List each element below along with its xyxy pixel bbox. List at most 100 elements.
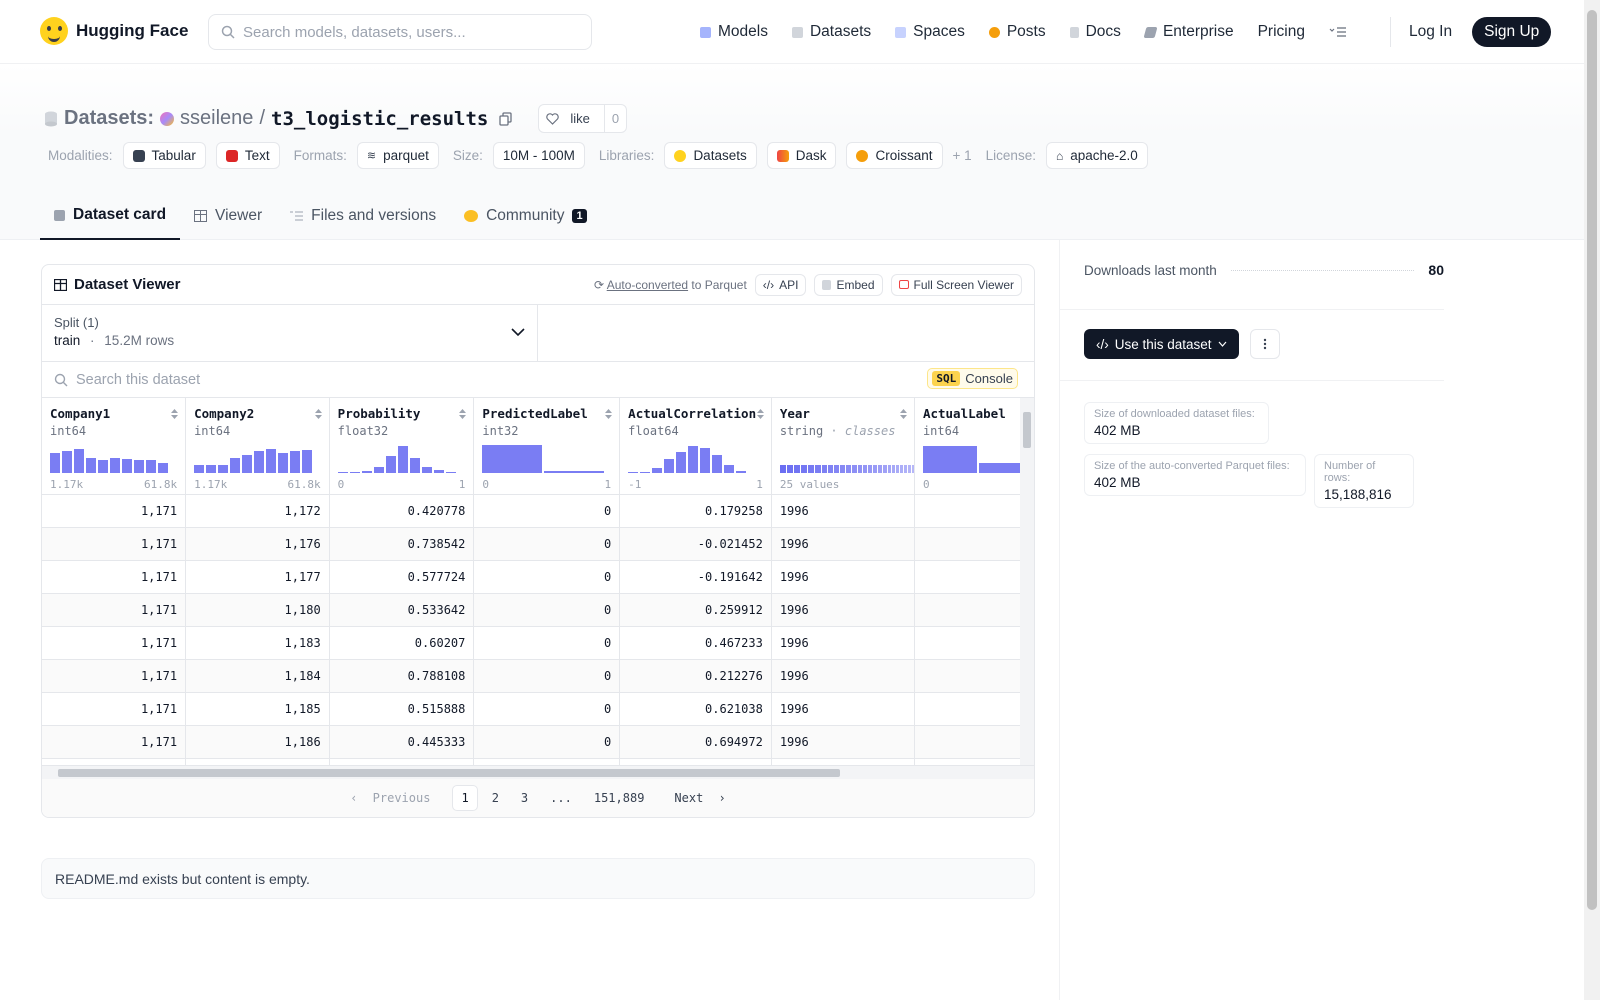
table-row[interactable]: 1,171 1,176 0.738542 0 -0.021452 1996: [42, 527, 1034, 561]
page-1-button[interactable]: 1: [452, 785, 478, 811]
table-row[interactable]: 1,171 1,172 0.420778 0 0.179258 1996: [42, 494, 1034, 528]
table-cell-actuallabel[interactable]: [914, 659, 1034, 693]
horizontal-scrollbar[interactable]: [42, 765, 1034, 779]
table-cell-actualcorrelation[interactable]: 0.259912: [619, 593, 772, 627]
table-row[interactable]: 1,171 1,186 0.445333 0 0.694972 1996: [42, 725, 1034, 759]
table-cell-company1[interactable]: 1,171: [42, 527, 187, 561]
table-cell-predictedlabel[interactable]: 0: [473, 692, 621, 726]
datasets-breadcrumb-label[interactable]: Datasets:: [64, 107, 155, 129]
table-cell-company2[interactable]: 1,184: [185, 659, 330, 693]
tag-text[interactable]: Text: [215, 142, 280, 169]
table-cell-actualcorrelation[interactable]: -0.021452: [619, 527, 772, 561]
sort-icon[interactable]: [314, 408, 323, 420]
table-cell-probability[interactable]: 0.788108: [329, 659, 475, 693]
table-cell-predictedlabel[interactable]: 0: [473, 494, 621, 528]
table-cell-company2[interactable]: 1,183: [185, 626, 330, 660]
page-2-button[interactable]: 2: [491, 791, 499, 805]
tag-size[interactable]: 10M - 100M: [492, 142, 585, 169]
table-cell-probability[interactable]: 0.60207: [329, 626, 475, 660]
table-cell-year[interactable]: 1996: [771, 692, 915, 726]
full-screen-viewer-button[interactable]: Full Screen Viewer: [890, 273, 1022, 296]
tag-lib-croissant[interactable]: Croissant: [846, 142, 943, 169]
table-cell-actualcorrelation[interactable]: 0.212276: [619, 659, 772, 693]
api-button[interactable]: ‹/› API: [754, 273, 807, 296]
table-cell-probability[interactable]: 0.533642: [329, 593, 475, 627]
table-cell-predictedlabel[interactable]: 0: [473, 593, 621, 627]
table-row[interactable]: 1,171 1,180 0.533642 0 0.259912 1996: [42, 593, 1034, 627]
column-header-actuallabel[interactable]: ActualLabel int64 0: [914, 398, 1034, 495]
dataset-search-input[interactable]: Search this dataset: [76, 371, 201, 388]
column-header-year[interactable]: Year string · classes 25 values: [771, 398, 915, 495]
sql-console-button[interactable]: SQL Console: [927, 368, 1018, 389]
table-cell-probability[interactable]: 0.420778: [329, 494, 475, 528]
table-cell-actuallabel[interactable]: [914, 527, 1034, 561]
page-scrollbar[interactable]: [1584, 0, 1600, 1000]
split-selector[interactable]: Split (1) train · 15.2M rows: [42, 305, 538, 361]
horizontal-scrollbar-thumb[interactable]: [58, 769, 840, 777]
table-cell-year[interactable]: 1996: [771, 593, 915, 627]
column-histogram[interactable]: [628, 443, 747, 473]
sort-icon[interactable]: [756, 408, 765, 420]
auto-converted-link[interactable]: Auto-converted: [606, 277, 689, 292]
table-cell-company1[interactable]: 1,171: [42, 692, 187, 726]
nav-spaces[interactable]: Spaces: [895, 23, 965, 41]
table-cell-actuallabel[interactable]: [914, 560, 1034, 594]
table-cell-predictedlabel[interactable]: 0: [473, 626, 621, 660]
table-cell-predictedlabel[interactable]: 0: [473, 560, 621, 594]
table-cell-company2[interactable]: 1,185: [185, 692, 330, 726]
sort-icon[interactable]: [899, 408, 908, 420]
table-cell-year[interactable]: 1996: [771, 494, 915, 528]
nav-models[interactable]: Models: [700, 23, 768, 41]
nav-datasets[interactable]: Datasets: [791, 23, 871, 41]
tag-parquet[interactable]: ≋ parquet: [356, 142, 439, 169]
global-search-input[interactable]: Search models, datasets, users...: [208, 14, 592, 50]
previous-page-button[interactable]: ‹ Previous: [342, 786, 446, 810]
tag-tabular[interactable]: Tabular: [122, 142, 206, 169]
owner-link[interactable]: sseilene: [180, 107, 254, 129]
table-cell-actuallabel[interactable]: [914, 692, 1034, 726]
table-cell-actualcorrelation[interactable]: 0.467233: [619, 626, 772, 660]
nav-enterprise[interactable]: Enterprise: [1143, 23, 1234, 41]
column-histogram[interactable]: [50, 443, 168, 473]
table-cell-company1[interactable]: 1,171: [42, 659, 187, 693]
column-header-actualcorrelation[interactable]: ActualCorrelation float64 -1 1: [619, 398, 772, 495]
table-row[interactable]: 1,171 1,184 0.788108 0 0.212276 1996: [42, 659, 1034, 693]
nav-posts[interactable]: Posts: [988, 23, 1046, 41]
column-header-predictedlabel[interactable]: PredictedLabel int32 0 1: [473, 398, 621, 495]
table-cell-probability[interactable]: 0.577724: [329, 560, 475, 594]
libraries-more[interactable]: + 1: [952, 148, 972, 163]
vertical-scrollbar[interactable]: [1020, 398, 1034, 774]
column-histogram[interactable]: [922, 443, 1033, 473]
column-histogram[interactable]: [779, 443, 914, 473]
table-row[interactable]: 1,171 1,177 0.577724 0 -0.191642 1996: [42, 560, 1034, 594]
table-row[interactable]: 1,171 1,185 0.515888 0 0.621038 1996: [42, 692, 1034, 726]
table-cell-year[interactable]: 1996: [771, 560, 915, 594]
page-3-button[interactable]: 3: [520, 791, 529, 805]
table-cell-predictedlabel[interactable]: 0: [473, 659, 621, 693]
table-cell-company2[interactable]: 1,176: [185, 527, 330, 561]
tab-dataset-card[interactable]: Dataset card: [40, 192, 181, 240]
like-button[interactable]: like 0: [538, 104, 628, 133]
sort-icon[interactable]: [170, 408, 179, 420]
login-link[interactable]: Log In: [1390, 17, 1452, 47]
table-cell-company2[interactable]: 1,177: [185, 560, 330, 594]
table-cell-probability[interactable]: 0.738542: [329, 527, 475, 561]
signup-button[interactable]: Sign Up: [1472, 17, 1552, 47]
tab-viewer[interactable]: Viewer: [180, 192, 276, 240]
more-options-button[interactable]: [1250, 329, 1280, 359]
table-cell-actualcorrelation[interactable]: 0.694972: [619, 725, 772, 759]
table-row[interactable]: 1,171 1,183 0.60207 0 0.467233 1996: [42, 626, 1034, 660]
tag-license[interactable]: ⌂ apache-2.0: [1045, 142, 1148, 169]
table-cell-company2[interactable]: 1,186: [185, 725, 330, 759]
nav-more-menu[interactable]: [1329, 26, 1347, 38]
table-cell-company1[interactable]: 1,171: [42, 593, 187, 627]
table-cell-actuallabel[interactable]: [914, 593, 1034, 627]
column-histogram[interactable]: [194, 443, 313, 473]
table-cell-year[interactable]: 1996: [771, 725, 915, 759]
next-page-button[interactable]: Next ›: [658, 786, 733, 810]
table-cell-actualcorrelation[interactable]: -0.191642: [619, 560, 772, 594]
copy-icon[interactable]: [498, 111, 514, 127]
table-cell-actualcorrelation[interactable]: 0.621038: [619, 692, 772, 726]
page-scrollbar-thumb[interactable]: [1587, 10, 1597, 910]
column-histogram[interactable]: [482, 443, 605, 473]
